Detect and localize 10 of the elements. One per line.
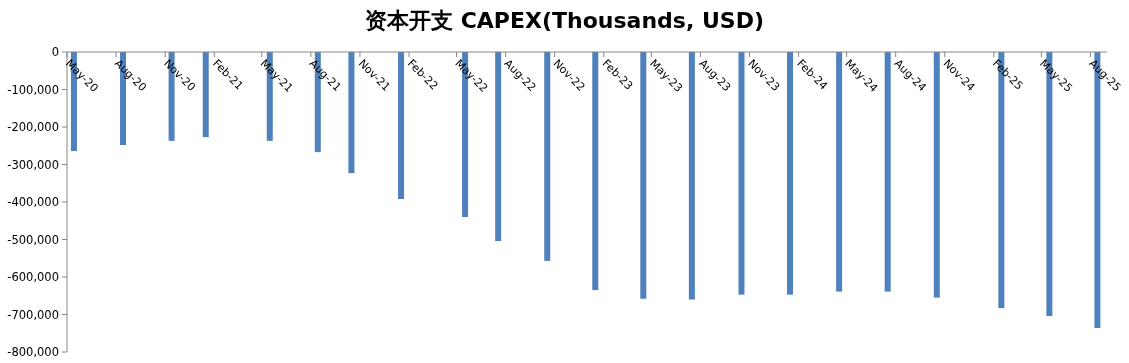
y-tick-label: -400,000 [7, 195, 59, 209]
y-tick-label: -200,000 [7, 120, 59, 134]
y-tick-label: -700,000 [7, 307, 59, 322]
y-tick-label: -600,000 [7, 270, 59, 284]
y-tick-label: -300,000 [7, 157, 59, 172]
y-tick-label: -800,000 [7, 345, 59, 359]
y-tick-label: -100,000 [7, 82, 59, 97]
title: 资本开支 CAPEX(Thousands, USD) [365, 8, 764, 33]
y-tick-label: 0 [51, 45, 59, 59]
y-tick-label: -500,000 [7, 232, 59, 247]
